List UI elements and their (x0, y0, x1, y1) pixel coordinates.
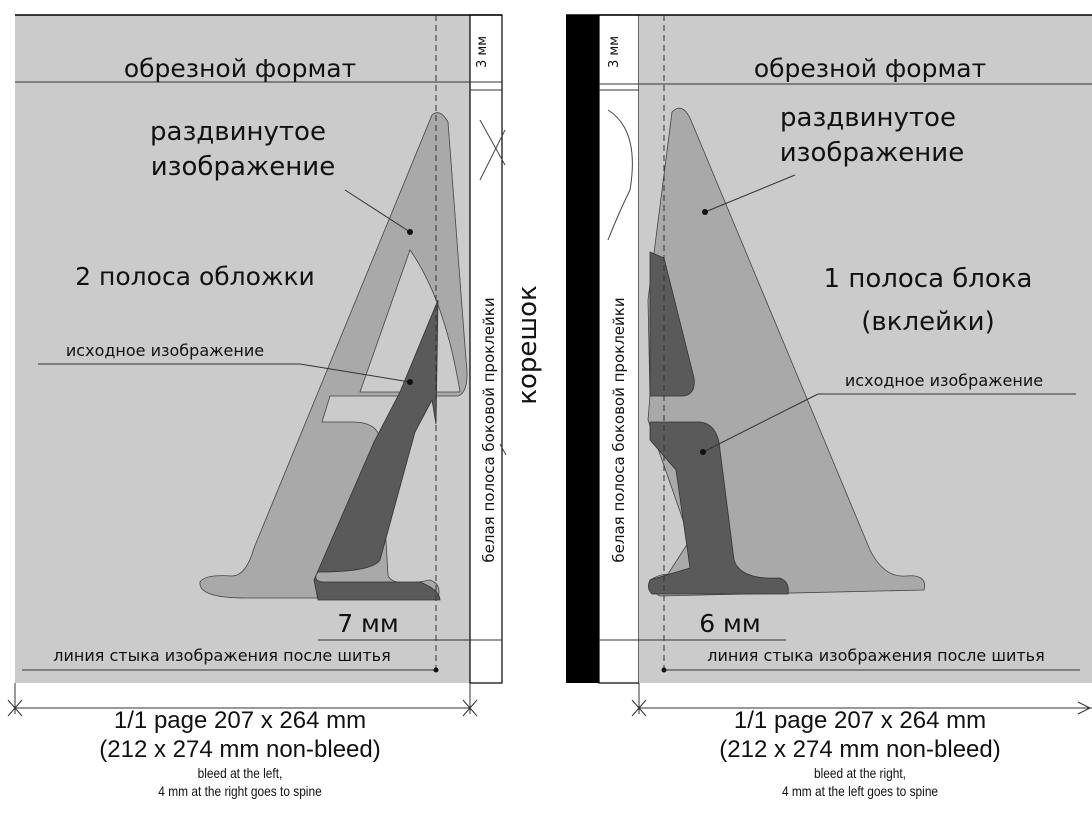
left-page-name: 2 полоса обложки (75, 262, 315, 291)
right-caption-bleed: bleed at the right, (814, 765, 906, 781)
left-caption-bleed: bleed at the left, (197, 765, 283, 781)
right-offset-label: 6 мм (699, 609, 761, 638)
left-white-strip-label: белая полоса боковой проклейки (480, 297, 498, 562)
left-seam-dot (433, 667, 439, 673)
left-strip-diag2 (479, 129, 506, 181)
right-page-caption: 1/1 page 207 x 264 mm (212 x 274 mm non-… (650, 706, 1070, 800)
left-original-label: исходное изображение (66, 341, 264, 360)
right-bleed-label: 3 мм (607, 36, 622, 68)
right-shifted-label-2: изображение (780, 138, 964, 168)
left-shifted-label-2: изображение (151, 152, 335, 182)
right-strip-curve (607, 109, 633, 241)
right-trim-format-label: обрезной формат (754, 54, 986, 83)
right-seam-dot (661, 667, 667, 673)
right-original-label: исходное изображение (845, 371, 1043, 390)
right-page-name-2: (вклейки) (861, 307, 994, 337)
left-offset-label: 7 мм (337, 609, 399, 638)
left-page-caption: 1/1 page 207 x 264 mm (212 x 274 mm non-… (40, 706, 440, 800)
left-dim-arrow-left (7, 699, 23, 717)
right-shifted-label-1: раздвинутое (780, 103, 956, 133)
right-spine-black (566, 15, 599, 683)
left-trim-format-label: обрезной формат (124, 54, 356, 83)
right-white-strip-label: белая полоса боковой проклейки (610, 297, 628, 562)
left-dim-arrow-right (462, 699, 478, 717)
left-shifted-leader (344, 189, 411, 233)
left-caption-nonbleed: (212 x 274 mm non-bleed) (99, 736, 381, 763)
left-strip-diag1 (479, 119, 506, 166)
right-seam-label: линия стыка изображения после шитья (707, 646, 1044, 665)
right-original-leader (702, 393, 819, 453)
left-original-leader (299, 363, 411, 383)
right-white-strip (598, 14, 640, 684)
right-shifted-dot (702, 209, 708, 215)
left-page: обрезной формат 3 мм раздвинутое изображ… (7, 14, 507, 717)
right-caption-nonbleed: (212 x 274 mm non-bleed) (719, 736, 1001, 763)
left-original-dot (407, 379, 413, 385)
left-shifted-letter-a (199, 112, 468, 599)
left-seam-label: линия стыка изображения после шитья (53, 646, 390, 665)
right-caption-spine: 4 mm at the left goes to spine (781, 783, 939, 799)
left-shifted-label-1: раздвинутое (150, 117, 326, 147)
left-strip-diag3 (499, 443, 507, 456)
left-white-strip (469, 14, 503, 684)
right-dim-arrow-right (1077, 701, 1092, 715)
left-shifted-dot (407, 229, 413, 235)
right-caption-size: 1/1 page 207 x 264 mm (733, 707, 987, 734)
right-page: обрезной формат 3 мм раздвинутое изображ… (566, 14, 1092, 717)
left-caption-spine: 4 mm at the right goes to spine (158, 783, 322, 799)
spine-label: корешок (513, 285, 543, 405)
right-shifted-leader (704, 174, 796, 213)
left-original-letter (313, 299, 441, 601)
right-page-name-1: 1 полоса блока (824, 264, 1033, 294)
right-dim-arrow-left (631, 699, 647, 717)
right-original-dot (700, 449, 706, 455)
left-caption-size: 1/1 page 207 x 264 mm (113, 707, 367, 734)
right-original-letter (648, 251, 789, 595)
left-bleed-label: 3 мм (475, 36, 490, 68)
